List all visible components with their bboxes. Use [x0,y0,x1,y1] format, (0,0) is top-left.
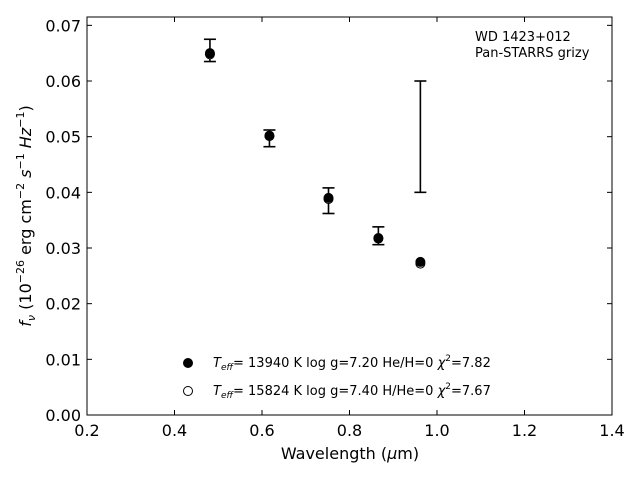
legend: Teff= 13940 K log g=7.20 He/H=0 χ2=7.82 … [183,354,491,401]
plot-frame [86,16,613,416]
x-tick-label: 0.4 [162,421,187,440]
x-tick-label: 0.8 [337,421,362,440]
y-tick-label: 0.06 [45,72,81,91]
x-tick-label: 1.4 [599,421,624,440]
error-bars [203,38,427,246]
annotation-line-1: WD 1423+012 [475,30,571,45]
x-tick-label: 1.2 [512,421,537,440]
error-bar [414,80,427,194]
model-point-filled [415,256,426,267]
y-tick-label: 0.00 [45,406,81,425]
y-tick-label: 0.02 [45,295,81,314]
model-point-filled [323,192,334,203]
x-tick-label: 0.6 [249,421,274,440]
legend-entry-2: Teff= 15824 K log g=7.40 H/He=0 χ2=7.67 [213,382,491,401]
data-markers [204,48,426,269]
x-tick-label: 0.2 [74,421,99,440]
legend-entry-1: Teff= 13940 K log g=7.20 He/H=0 χ2=7.82 [213,354,491,373]
annotation-line-2: Pan-STARRS grizy [475,46,590,61]
axis-ticks: 0.2 0.4 0.6 0.8 1.0 1.2 1.4 0.00 0.01 0.02 0.03 0.0… [45,16,624,440]
legend-marker-open [183,386,193,396]
plot-annotation: WD 1423+012 Pan-STARRS grizy [475,30,590,61]
model-point-filled [204,48,215,59]
y-tick-label: 0.01 [45,350,81,369]
y-tick-label: 0.07 [45,16,81,35]
y-tick-label: 0.04 [45,183,81,202]
legend-marker-filled [183,358,193,368]
x-tick-label: 1.0 [424,421,449,440]
y-axis-label: fν (10−26 erg cm−2 s−1 Hz−1) [14,105,38,326]
model-point-filled [373,232,384,243]
x-axis-label: Wavelength (μm) [281,444,419,463]
y-tick-label: 0.03 [45,239,81,258]
y-tick-label: 0.05 [45,128,81,147]
model-point-filled [264,130,275,141]
